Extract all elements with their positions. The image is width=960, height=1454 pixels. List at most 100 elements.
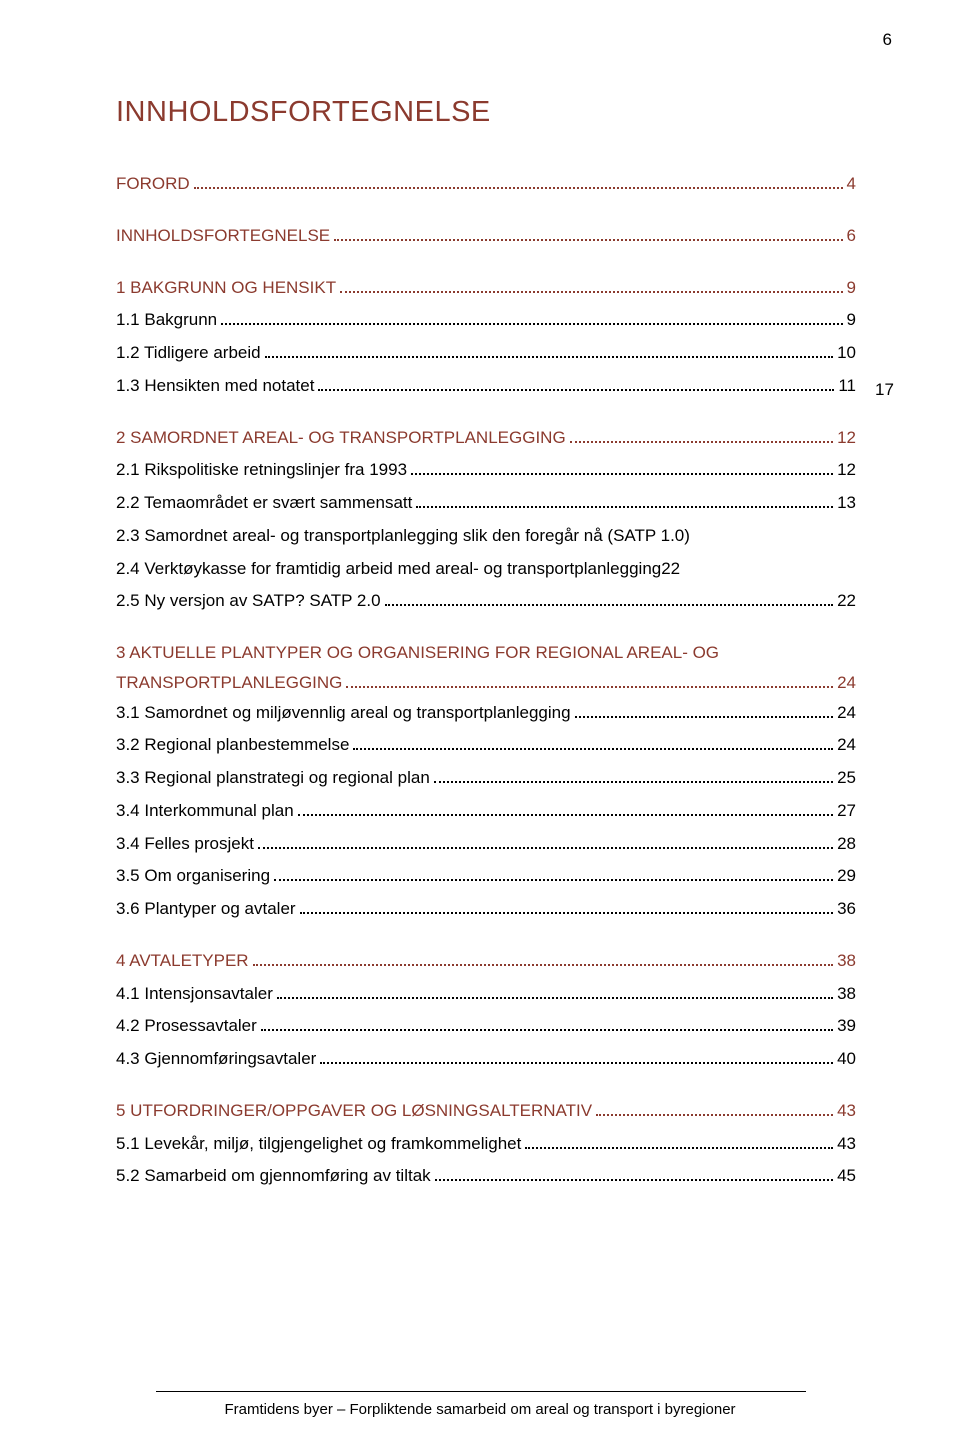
leader-dots [340, 276, 842, 293]
toc-entry-2-3: 2.3 Samordnet areal- og transportplanleg… [116, 521, 856, 551]
toc-page: 38 [837, 979, 856, 1009]
toc-label: 4.3 Gjennomføringsavtaler [116, 1044, 316, 1074]
toc-page: 39 [837, 1011, 856, 1041]
toc-page: 43 [837, 1096, 856, 1126]
toc-entry-3-1: 3.1 Samordnet og miljøvennlig areal og t… [116, 698, 856, 728]
toc-label: 1.2 Tidligere arbeid [116, 338, 261, 368]
toc-label: INNHOLDSFORTEGNELSE [116, 221, 330, 251]
main-title: INNHOLDSFORTEGNELSE [116, 96, 856, 129]
toc-entry-5-2: 5.2 Samarbeid om gjennomføring av tiltak… [116, 1161, 856, 1191]
toc-label-line1: 3 AKTUELLE PLANTYPER OG ORGANISERING FOR… [116, 638, 856, 668]
leader-dots [298, 799, 833, 816]
toc-entry-2-5: 2.5 Ny versjon av SATP? SATP 2.0 22 [116, 586, 856, 616]
toc-entry-4-2: 4.2 Prosessavtaler 39 [116, 1011, 856, 1041]
toc-entry-2: 2 SAMORDNET AREAL- OG TRANSPORTPLANLEGGI… [116, 423, 856, 453]
toc-label: 3.5 Om organisering [116, 861, 270, 891]
toc-entry-5-1: 5.1 Levekår, miljø, tilgjengelighet og f… [116, 1129, 856, 1159]
footer-text: Framtidens byer – Forpliktende samarbeid… [0, 1401, 960, 1418]
toc-page: 11 [838, 371, 856, 401]
toc-label: FORORD [116, 169, 190, 199]
toc-label: 5 UTFORDRINGER/OPPGAVER OG LØSNINGSALTER… [116, 1096, 592, 1126]
toc-label-line2: TRANSPORTPLANLEGGING [116, 668, 342, 698]
toc-entry-5: 5 UTFORDRINGER/OPPGAVER OG LØSNINGSALTER… [116, 1096, 856, 1126]
margin-note-17: 17 [875, 380, 894, 400]
toc-page: 24 [837, 698, 856, 728]
toc-label: 2 SAMORDNET AREAL- OG TRANSPORTPLANLEGGI… [116, 423, 566, 453]
leader-dots [596, 1099, 833, 1116]
toc-page: 24 [837, 730, 856, 760]
leader-dots [435, 1164, 833, 1181]
toc-label: 3.4 Interkommunal plan [116, 796, 294, 826]
toc-entry-innhold: INNHOLDSFORTEGNELSE 6 [116, 221, 856, 251]
leader-dots [258, 832, 833, 849]
toc-label: 3.6 Plantyper og avtaler [116, 894, 296, 924]
leader-dots [253, 949, 833, 966]
leader-dots [411, 458, 833, 475]
leader-dots [318, 374, 834, 391]
toc-label: 2.5 Ny versjon av SATP? SATP 2.0 [116, 586, 381, 616]
toc-page: 12 [837, 455, 856, 485]
toc-label: 5.1 Levekår, miljø, tilgjengelighet og f… [116, 1129, 521, 1159]
toc-container: INNHOLDSFORTEGNELSE FORORD 4 INNHOLDSFOR… [116, 96, 856, 1194]
toc-page: 13 [837, 488, 856, 518]
toc-label: 2.1 Rikspolitiske retningslinjer fra 199… [116, 455, 407, 485]
leader-dots [261, 1014, 833, 1031]
leader-dots [277, 982, 833, 999]
toc-page: 43 [837, 1129, 856, 1159]
toc-entry-2-2: 2.2 Temaområdet er svært sammensatt 13 [116, 488, 856, 518]
toc-entry-3-3: 3.3 Regional planstrategi og regional pl… [116, 763, 856, 793]
toc-page: 9 [847, 305, 856, 335]
toc-label: 2.2 Temaområdet er svært sammensatt [116, 488, 412, 518]
leader-dots [194, 172, 843, 189]
toc-page: 25 [837, 763, 856, 793]
leader-dots [334, 224, 842, 241]
toc-page: 24 [837, 668, 856, 698]
leader-dots [575, 701, 834, 718]
leader-dots [221, 308, 842, 325]
leader-dots [353, 733, 833, 750]
leader-dots [300, 897, 834, 914]
toc-entry-3-5: 3.5 Om organisering 29 [116, 861, 856, 891]
toc-label: 3.4 Felles prosjekt [116, 829, 254, 859]
footer-divider [156, 1391, 806, 1392]
leader-dots [385, 589, 834, 606]
leader-dots [525, 1132, 833, 1149]
toc-label: 1.3 Hensikten med notatet [116, 371, 314, 401]
toc-entry-1-1: 1.1 Bakgrunn 9 [116, 305, 856, 335]
toc-label: 4.1 Intensjonsavtaler [116, 979, 273, 1009]
toc-label: 2.4 Verktøykasse for framtidig arbeid me… [116, 554, 680, 584]
toc-label: 3.1 Samordnet og miljøvennlig areal og t… [116, 698, 571, 728]
toc-label: 2.3 Samordnet areal- og transportplanleg… [116, 521, 690, 551]
toc-entry-forord: FORORD 4 [116, 169, 856, 199]
toc-entry-4: 4 AVTALETYPER 38 [116, 946, 856, 976]
toc-page: 28 [837, 829, 856, 859]
toc-entry-1-3: 1.3 Hensikten med notatet 11 [116, 371, 856, 401]
toc-page: 45 [837, 1161, 856, 1191]
toc-label: 1 BAKGRUNN OG HENSIKT [116, 273, 336, 303]
toc-page: 40 [837, 1044, 856, 1074]
toc-page: 4 [847, 169, 856, 199]
toc-page: 10 [837, 338, 856, 368]
toc-entry-4-1: 4.1 Intensjonsavtaler 38 [116, 979, 856, 1009]
toc-page: 12 [837, 423, 856, 453]
toc-entry-3-4: 3.4 Interkommunal plan 27 [116, 796, 856, 826]
toc-page: 36 [837, 894, 856, 924]
leader-dots [265, 341, 833, 358]
toc-entry-3-2: 3.2 Regional planbestemmelse 24 [116, 730, 856, 760]
toc-page: 38 [837, 946, 856, 976]
toc-label: 5.2 Samarbeid om gjennomføring av tiltak [116, 1161, 431, 1191]
toc-entry-2-1: 2.1 Rikspolitiske retningslinjer fra 199… [116, 455, 856, 485]
toc-entry-1: 1 BAKGRUNN OG HENSIKT 9 [116, 273, 856, 303]
toc-label: 1.1 Bakgrunn [116, 305, 217, 335]
toc-label: 4.2 Prosessavtaler [116, 1011, 257, 1041]
toc-page: 27 [837, 796, 856, 826]
toc-page: 9 [847, 273, 856, 303]
toc-entry-3-6: 3.6 Plantyper og avtaler 36 [116, 894, 856, 924]
toc-entry-3: 3 AKTUELLE PLANTYPER OG ORGANISERING FOR… [116, 638, 856, 698]
toc-label: 3.3 Regional planstrategi og regional pl… [116, 763, 430, 793]
leader-dots [416, 491, 833, 508]
toc-page: 29 [837, 861, 856, 891]
page-number-top: 6 [883, 30, 892, 50]
toc-page: 22 [837, 586, 856, 616]
leader-dots [434, 766, 833, 783]
